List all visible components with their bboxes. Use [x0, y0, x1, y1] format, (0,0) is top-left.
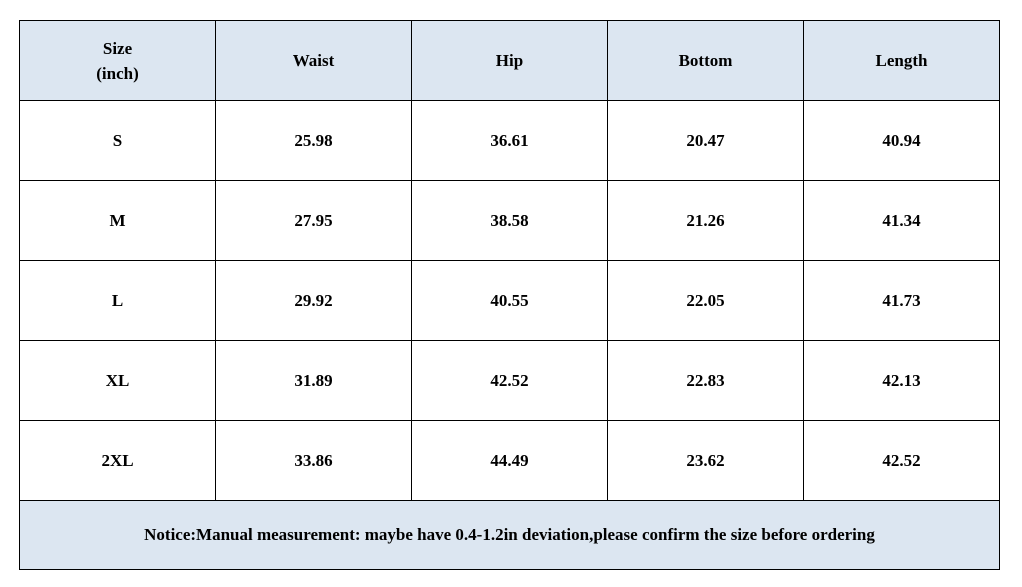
- waist-cell: 27.95: [215, 180, 412, 261]
- size-cell: XL: [19, 340, 216, 421]
- hip-cell: 42.52: [411, 340, 608, 421]
- header-row: Size (inch) Waist Hip Bottom Length: [19, 20, 1000, 101]
- table-row: S 25.98 36.61 20.47 40.94: [19, 100, 1000, 181]
- header-size-label: Size: [102, 38, 133, 58]
- waist-cell: 31.89: [215, 340, 412, 421]
- length-cell: 42.52: [803, 420, 1000, 501]
- table-row: 2XL 33.86 44.49 23.62 42.52: [19, 420, 1000, 501]
- hip-cell: 40.55: [411, 260, 608, 341]
- notice-text: Notice:Manual measurement: maybe have 0.…: [19, 500, 1000, 570]
- size-cell: M: [19, 180, 216, 261]
- notice-row: Notice:Manual measurement: maybe have 0.…: [19, 500, 1000, 570]
- size-chart-table: Size (inch) Waist Hip Bottom Length S 25.9…: [19, 20, 1000, 570]
- hip-cell: 38.58: [411, 180, 608, 261]
- hip-cell: 44.49: [411, 420, 608, 501]
- header-length: Length: [803, 20, 1000, 101]
- table-row: XL 31.89 42.52 22.83 42.13: [19, 340, 1000, 421]
- waist-cell: 33.86: [215, 420, 412, 501]
- size-cell: 2XL: [19, 420, 216, 501]
- length-cell: 41.73: [803, 260, 1000, 341]
- length-cell: 40.94: [803, 100, 1000, 181]
- size-cell: S: [19, 100, 216, 181]
- hip-cell: 36.61: [411, 100, 608, 181]
- waist-cell: 29.92: [215, 260, 412, 341]
- bottom-cell: 22.83: [607, 340, 804, 421]
- header-size: Size (inch): [19, 20, 216, 101]
- table-row: M 27.95 38.58 21.26 41.34: [19, 180, 1000, 261]
- bottom-cell: 22.05: [607, 260, 804, 341]
- header-waist: Waist: [215, 20, 412, 101]
- size-cell: L: [19, 260, 216, 341]
- bottom-cell: 23.62: [607, 420, 804, 501]
- header-size-unit: (inch): [96, 63, 139, 83]
- bottom-cell: 20.47: [607, 100, 804, 181]
- length-cell: 42.13: [803, 340, 1000, 421]
- header-bottom: Bottom: [607, 20, 804, 101]
- table-row: L 29.92 40.55 22.05 41.73: [19, 260, 1000, 341]
- bottom-cell: 21.26: [607, 180, 804, 261]
- waist-cell: 25.98: [215, 100, 412, 181]
- length-cell: 41.34: [803, 180, 1000, 261]
- header-hip: Hip: [411, 20, 608, 101]
